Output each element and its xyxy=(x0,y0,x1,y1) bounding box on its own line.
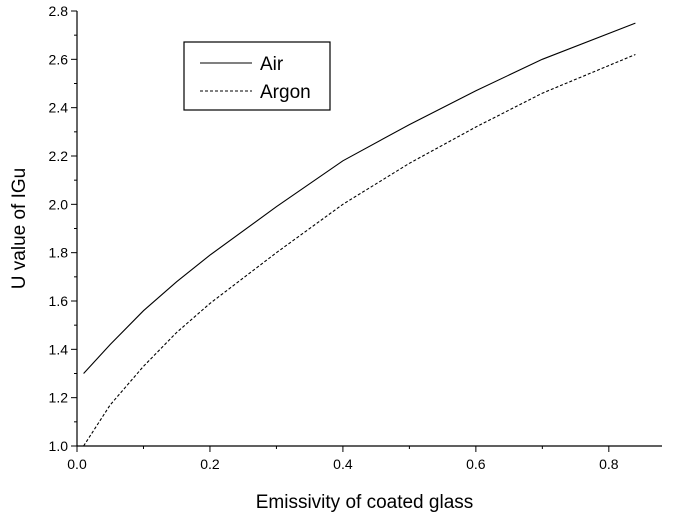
series-group xyxy=(83,22,636,447)
y-tick-label: 1.2 xyxy=(49,390,69,406)
x-tick-label: 0.2 xyxy=(200,456,220,472)
x-tick-label: 0.0 xyxy=(67,456,87,472)
y-tick-label: 1.0 xyxy=(49,438,69,454)
legend-label-argon: Argon xyxy=(260,82,311,103)
x-axis-title: Emissivity of coated glass xyxy=(256,492,474,513)
y-tick-label: 2.0 xyxy=(49,196,69,212)
y-tick-label: 2.4 xyxy=(49,100,69,116)
y-tick-label: 2.2 xyxy=(49,148,69,164)
x-tick-label: 0.8 xyxy=(599,456,619,472)
x-tick-label: 0.4 xyxy=(333,456,353,472)
y-tick-label: 2.8 xyxy=(49,3,69,19)
y-axis-title: U value of IGu xyxy=(9,168,30,289)
legend-box xyxy=(183,41,331,111)
series-line-argon xyxy=(83,53,636,447)
legend: Air Argon xyxy=(183,41,331,111)
x-tick-label: 0.6 xyxy=(466,456,486,472)
y-tick-label: 1.4 xyxy=(49,341,69,357)
y-tick-label: 1.8 xyxy=(49,245,69,261)
y-tick-label: 2.6 xyxy=(49,51,69,67)
legend-label-air: Air xyxy=(260,54,284,75)
y-tick-label: 1.6 xyxy=(49,293,69,309)
series-line-air xyxy=(83,22,636,374)
axes: 0.0 0.2 0.4 0.6 0.8 1.0 1.2 1.4 1.6 1.8 2.0 2.2 2.4 2… xyxy=(49,3,662,472)
